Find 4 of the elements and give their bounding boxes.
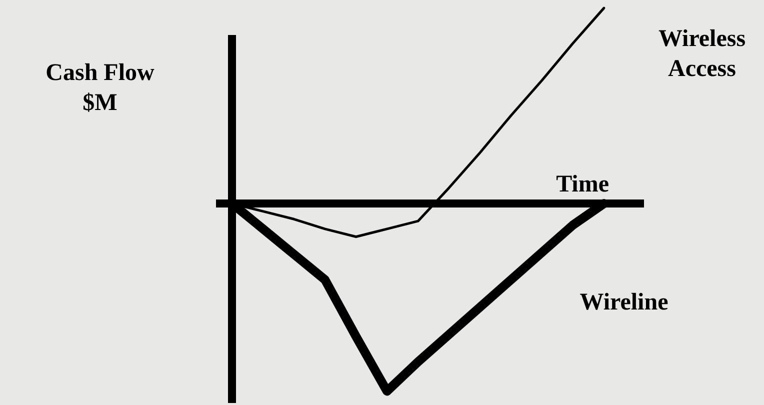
x-axis-title: Time xyxy=(556,172,610,198)
y-axis-title: Cash Flow $M xyxy=(44,59,156,118)
text: Wireline xyxy=(580,290,669,316)
text: Wireless Access xyxy=(658,26,746,82)
